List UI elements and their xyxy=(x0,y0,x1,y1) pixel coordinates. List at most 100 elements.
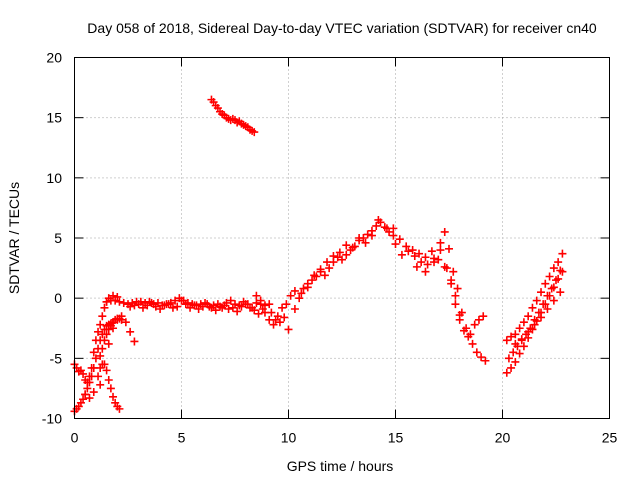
data-point xyxy=(117,315,126,324)
data-point xyxy=(348,243,357,252)
data-point xyxy=(290,304,299,313)
data-point xyxy=(250,306,259,315)
data-point xyxy=(96,380,105,389)
data-point xyxy=(104,339,113,348)
series-group xyxy=(70,291,139,416)
data-point xyxy=(228,303,237,312)
data-point xyxy=(280,313,289,322)
data-point xyxy=(541,300,550,309)
data-point xyxy=(355,234,364,242)
data-point xyxy=(502,336,511,345)
data-point xyxy=(451,300,460,309)
data-point xyxy=(100,360,109,369)
data-point xyxy=(404,247,413,256)
data-point xyxy=(310,271,319,280)
data-point xyxy=(391,240,400,249)
data-point xyxy=(397,250,406,259)
data-point xyxy=(325,264,334,273)
data-point xyxy=(102,297,111,306)
data-point xyxy=(335,248,344,257)
data-point xyxy=(455,311,464,320)
y-tick-label: 20 xyxy=(46,50,62,66)
data-point xyxy=(308,276,317,285)
data-point xyxy=(474,315,483,324)
data-point xyxy=(295,294,304,303)
data-point xyxy=(134,300,143,309)
data-point xyxy=(511,330,520,339)
x-tick-label: 5 xyxy=(178,430,186,446)
data-point xyxy=(89,348,98,357)
data-point xyxy=(511,357,520,366)
data-point xyxy=(94,372,103,381)
data-point xyxy=(470,320,479,329)
data-point xyxy=(528,303,537,312)
data-point xyxy=(284,325,293,334)
data-point xyxy=(111,296,120,305)
chart-title: Day 058 of 2018, Sidereal Day-to-day VTE… xyxy=(87,20,597,36)
data-point xyxy=(252,298,261,307)
y-tick-label: 0 xyxy=(54,290,62,306)
data-point xyxy=(207,303,216,312)
data-point xyxy=(85,378,94,387)
series-group xyxy=(382,224,490,365)
data-point xyxy=(402,242,411,251)
data-point xyxy=(532,296,541,305)
data-point xyxy=(269,320,278,329)
data-point xyxy=(342,241,351,250)
data-point xyxy=(549,296,558,305)
data-point xyxy=(549,283,558,292)
data-point xyxy=(430,258,439,267)
x-tick-label: 15 xyxy=(388,430,404,446)
y-tick-label: -5 xyxy=(50,350,63,366)
data-point xyxy=(126,327,135,336)
data-point xyxy=(316,265,325,274)
data-point xyxy=(545,291,554,300)
data-point xyxy=(421,267,430,276)
data-point xyxy=(256,300,265,309)
data-point xyxy=(436,238,445,247)
y-axis-label: SDTVAR / TECUs xyxy=(6,182,22,294)
data-point xyxy=(286,291,295,300)
data-point xyxy=(421,253,430,262)
data-point xyxy=(143,301,152,310)
data-point xyxy=(299,284,308,293)
data-point xyxy=(282,300,291,309)
data-point xyxy=(477,353,486,362)
data-point xyxy=(265,300,274,309)
data-point xyxy=(338,255,346,264)
data-point xyxy=(558,249,567,258)
data-point xyxy=(130,301,139,310)
data-point xyxy=(445,244,453,253)
data-point xyxy=(224,304,233,313)
data-point xyxy=(109,291,118,300)
x-tick-label: 25 xyxy=(602,430,618,446)
data-point xyxy=(479,312,488,321)
data-point xyxy=(106,384,115,393)
grid-lines xyxy=(74,57,610,419)
data-point xyxy=(472,348,481,357)
data-point xyxy=(374,215,383,224)
data-point xyxy=(194,304,203,313)
data-point xyxy=(395,235,404,244)
data-point xyxy=(537,288,546,297)
data-point xyxy=(94,327,103,336)
series-group xyxy=(252,215,398,334)
data-point xyxy=(121,318,130,327)
data-point xyxy=(468,339,477,348)
data-point xyxy=(226,296,235,305)
data-point xyxy=(245,303,254,312)
data-point xyxy=(96,320,105,329)
data-point xyxy=(449,267,458,276)
data-point xyxy=(211,306,220,315)
data-point xyxy=(79,369,88,378)
data-point xyxy=(515,349,524,358)
data-point xyxy=(177,296,186,305)
data-point xyxy=(130,337,139,346)
data-point xyxy=(104,375,113,384)
data-point xyxy=(519,342,528,351)
data-point xyxy=(220,301,229,310)
data-point xyxy=(271,315,280,324)
series-group xyxy=(502,249,567,377)
data-point xyxy=(100,336,109,345)
data-point xyxy=(417,258,426,267)
